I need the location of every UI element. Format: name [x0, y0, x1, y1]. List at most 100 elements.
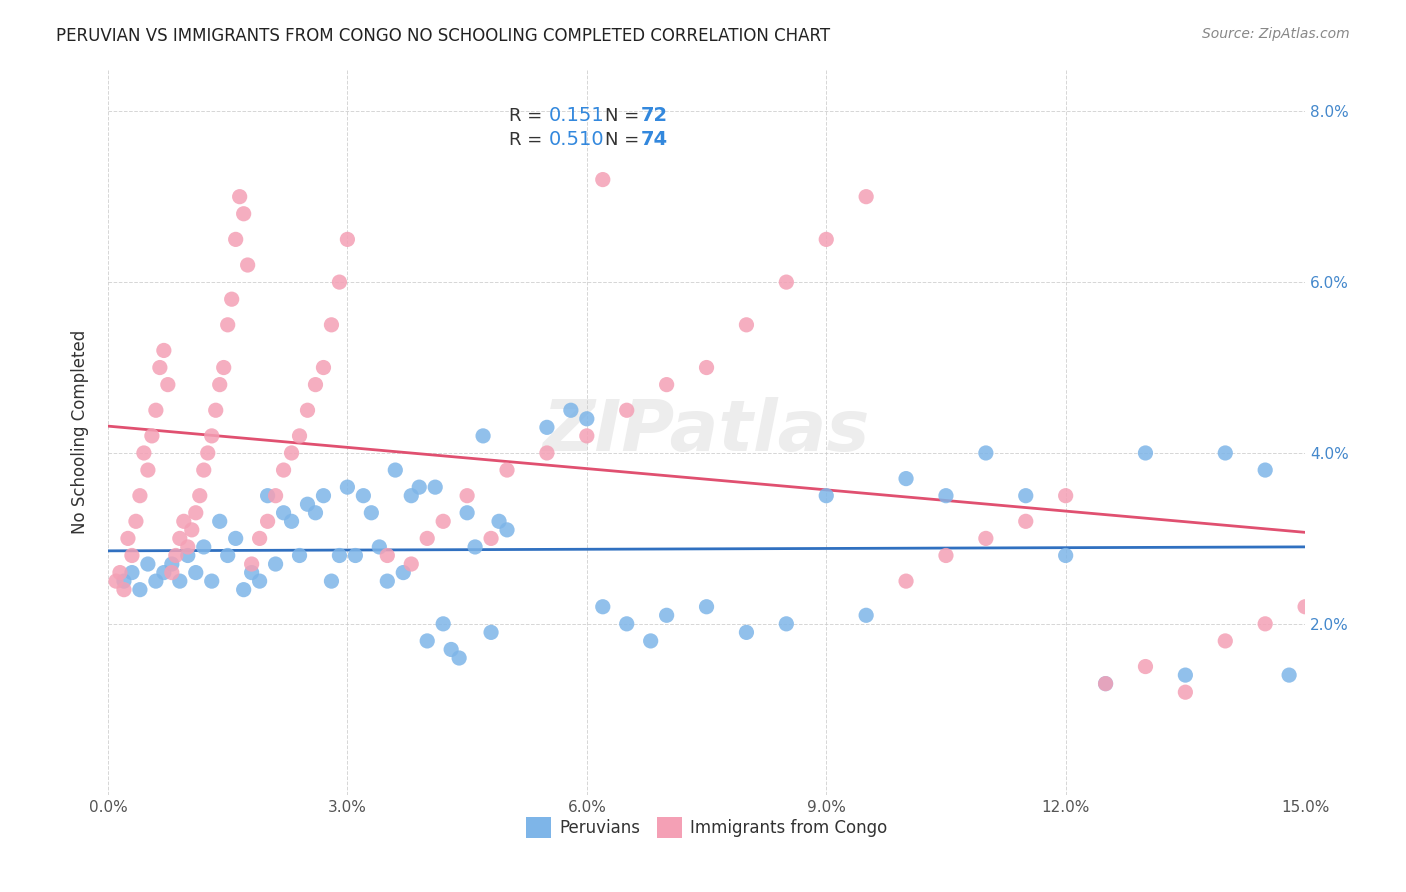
- Point: [177, 540, 200, 554]
- Point: [775, 616, 797, 631]
- Point: [432, 514, 454, 528]
- Point: [129, 582, 152, 597]
- Point: [592, 172, 614, 186]
- Point: [321, 574, 343, 588]
- Point: [616, 403, 638, 417]
- Point: [328, 549, 350, 563]
- Point: [228, 189, 250, 203]
- Point: [304, 506, 326, 520]
- Point: [145, 403, 167, 417]
- Point: [935, 489, 957, 503]
- Point: [935, 549, 957, 563]
- Point: [352, 489, 374, 503]
- Point: [1094, 676, 1116, 690]
- Text: R =: R =: [509, 131, 548, 149]
- Point: [321, 318, 343, 332]
- Point: [280, 514, 302, 528]
- Point: [456, 506, 478, 520]
- Point: [384, 463, 406, 477]
- Legend: Peruvians, Immigrants from Congo: Peruvians, Immigrants from Congo: [519, 811, 894, 845]
- Point: [536, 420, 558, 434]
- Point: [184, 566, 207, 580]
- Point: [1294, 599, 1316, 614]
- Point: [449, 651, 471, 665]
- Point: [304, 377, 326, 392]
- Point: [249, 532, 271, 546]
- Point: [440, 642, 463, 657]
- Text: N =: N =: [605, 131, 645, 149]
- Point: [273, 506, 295, 520]
- Point: [974, 532, 997, 546]
- Text: 72: 72: [641, 106, 668, 125]
- Point: [165, 549, 187, 563]
- Point: [288, 429, 311, 443]
- Point: [160, 566, 183, 580]
- Point: [136, 557, 159, 571]
- Point: [416, 532, 439, 546]
- Point: [399, 557, 422, 571]
- Point: [479, 532, 502, 546]
- Point: [575, 429, 598, 443]
- Point: [655, 377, 678, 392]
- Point: [616, 616, 638, 631]
- Point: [312, 489, 335, 503]
- Point: [117, 532, 139, 546]
- Point: [655, 608, 678, 623]
- Point: [1213, 634, 1236, 648]
- Point: [193, 463, 215, 477]
- Point: [464, 540, 486, 554]
- Point: [177, 549, 200, 563]
- Point: [145, 574, 167, 588]
- Point: [894, 472, 917, 486]
- Point: [328, 275, 350, 289]
- Text: R =: R =: [509, 107, 548, 125]
- Point: [232, 207, 254, 221]
- Point: [472, 429, 495, 443]
- Point: [496, 463, 519, 477]
- Point: [240, 566, 263, 580]
- Point: [560, 403, 582, 417]
- Point: [153, 566, 176, 580]
- Point: [536, 446, 558, 460]
- Point: [1174, 668, 1197, 682]
- Text: N =: N =: [605, 107, 645, 125]
- Point: [297, 497, 319, 511]
- Point: [575, 412, 598, 426]
- Point: [273, 463, 295, 477]
- Point: [221, 292, 243, 306]
- Text: 74: 74: [641, 129, 668, 149]
- Point: [496, 523, 519, 537]
- Point: [108, 566, 131, 580]
- Point: [232, 582, 254, 597]
- Point: [160, 557, 183, 571]
- Point: [1135, 446, 1157, 460]
- Point: [696, 360, 718, 375]
- Point: [240, 557, 263, 571]
- Point: [112, 582, 135, 597]
- Point: [855, 189, 877, 203]
- Point: [149, 360, 172, 375]
- Point: [488, 514, 510, 528]
- Point: [456, 489, 478, 503]
- Point: [104, 574, 127, 588]
- Point: [169, 574, 191, 588]
- Point: [894, 574, 917, 588]
- Point: [288, 549, 311, 563]
- Point: [408, 480, 430, 494]
- Point: [775, 275, 797, 289]
- Point: [132, 446, 155, 460]
- Point: [153, 343, 176, 358]
- Point: [297, 403, 319, 417]
- Point: [1174, 685, 1197, 699]
- Point: [1054, 489, 1077, 503]
- Point: [336, 232, 359, 246]
- Point: [416, 634, 439, 648]
- Point: [201, 429, 224, 443]
- Point: [425, 480, 447, 494]
- Point: [815, 489, 838, 503]
- Point: [1254, 616, 1277, 631]
- Point: [1278, 668, 1301, 682]
- Point: [125, 514, 148, 528]
- Point: [360, 506, 382, 520]
- Point: [344, 549, 367, 563]
